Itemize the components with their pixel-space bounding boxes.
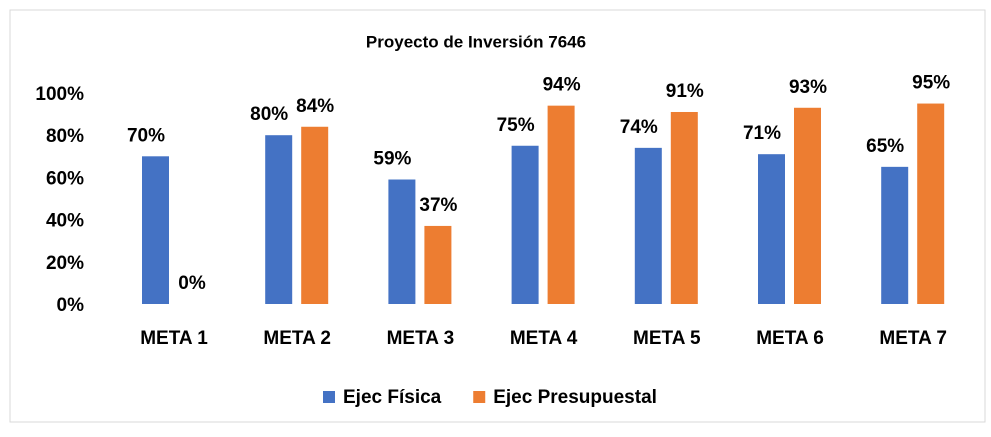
chart-title: Proyecto de Inversión 7646	[366, 32, 586, 51]
bar	[424, 225, 452, 304]
x-tick-label: META 7	[879, 328, 947, 349]
bar	[634, 147, 662, 304]
data-label: 91%	[666, 81, 704, 102]
legend-swatch	[473, 391, 486, 403]
bar	[794, 107, 821, 305]
data-label: 95%	[912, 73, 950, 94]
data-label: 65%	[866, 136, 904, 157]
x-tick-label: META 3	[387, 328, 455, 349]
data-label: 70%	[127, 125, 165, 146]
bar	[917, 103, 945, 304]
data-label: 94%	[543, 75, 581, 96]
y-tick-label: 0%	[57, 295, 85, 316]
data-label: 93%	[789, 77, 827, 98]
y-tick-label: 100%	[35, 84, 84, 105]
data-label: 37%	[419, 195, 457, 216]
bar	[547, 105, 575, 304]
data-label: 74%	[620, 117, 658, 138]
y-tick-label: 80%	[46, 126, 84, 147]
data-label: 0%	[178, 273, 206, 294]
bar	[881, 166, 909, 304]
y-tick-label: 40%	[46, 211, 84, 232]
data-label: 59%	[373, 149, 411, 170]
x-tick-label: META 6	[756, 328, 824, 349]
x-tick-label: META 4	[510, 328, 578, 349]
legend-label: Ejec Presupuestal	[493, 387, 657, 408]
bar	[670, 111, 698, 305]
bar	[301, 126, 329, 304]
data-label: 84%	[296, 96, 334, 117]
bar	[758, 154, 785, 304]
x-tick-label: META 5	[633, 328, 701, 349]
x-tick-label: META 2	[263, 328, 331, 349]
y-tick-label: 60%	[46, 168, 84, 189]
bar	[142, 156, 169, 304]
x-tick-label: META 1	[140, 328, 208, 349]
chart-border	[9, 9, 986, 423]
data-label: 71%	[743, 123, 781, 144]
legend-swatch	[323, 391, 335, 403]
bar	[511, 145, 539, 304]
y-tick-label: 20%	[46, 253, 84, 274]
data-label: 80%	[250, 104, 288, 125]
legend-label: Ejec Física	[343, 387, 442, 408]
bar	[388, 179, 416, 304]
bar	[265, 135, 293, 304]
data-label: 75%	[497, 115, 535, 136]
